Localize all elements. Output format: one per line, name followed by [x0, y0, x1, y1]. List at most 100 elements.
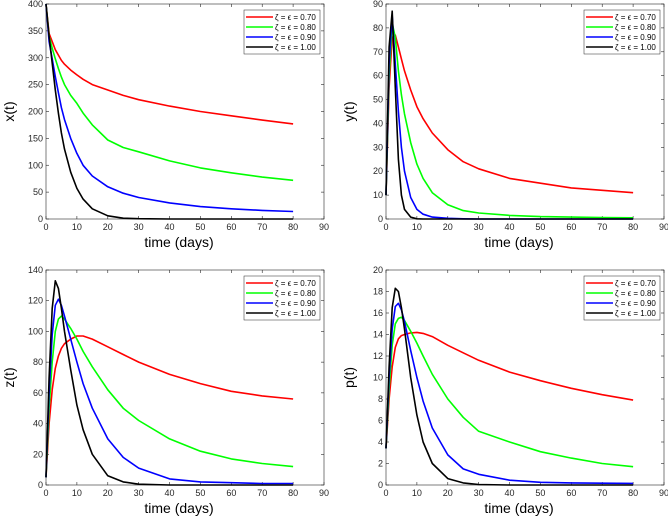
legend-label-3: ζ = ϵ = 1.00: [615, 309, 656, 318]
y-tick-label: 20: [373, 265, 383, 275]
y-tick-label: 150: [28, 133, 43, 143]
y-tick-label: 100: [28, 160, 43, 170]
legend-label-3: ζ = ϵ = 1.00: [275, 309, 316, 318]
legend-label-3: ζ = ϵ = 1.00: [275, 43, 316, 52]
subplot-y: 0 10 20 30 40 50 60 70 80 90 0 10 20 30 40 50 60 70 80 90 ti…: [341, 0, 668, 250]
series-line-1: [45, 3, 294, 182]
y-tick-label: 100: [28, 326, 43, 336]
x-axis-label: time (days): [484, 500, 553, 516]
y-tick-label: 400: [28, 0, 43, 9]
y-tick-label: 16: [373, 308, 383, 318]
x-tick-label: 30: [134, 488, 144, 498]
x-tick-label: 10: [72, 488, 82, 498]
x-tick-label: 50: [535, 222, 545, 232]
y-tick-label: 8: [378, 394, 383, 404]
x-tick-label: 20: [103, 222, 113, 232]
series-line-1: [45, 315, 294, 478]
y-tick-label: 120: [28, 296, 43, 306]
y-tick-label: 90: [373, 0, 383, 9]
legend-label-1: ζ = ϵ = 0.80: [615, 289, 656, 298]
x-tick-label: 70: [257, 488, 267, 498]
x-tick-label: 40: [165, 222, 175, 232]
y-tick-label: 12: [373, 351, 383, 361]
series-line-3: [45, 280, 294, 486]
y-axis-label: z(t): [1, 367, 17, 387]
y-tick-label: 0: [38, 214, 43, 224]
x-tick-label: 70: [597, 222, 607, 232]
x-tick-label: 90: [659, 488, 668, 498]
y-tick-label: 14: [373, 330, 383, 340]
series-line-1: [385, 316, 634, 468]
y-tick-label: 50: [373, 95, 383, 105]
y-tick-label: 60: [373, 71, 383, 81]
y-tick-label: 60: [33, 388, 43, 398]
y-tick-label: 40: [33, 419, 43, 429]
x-tick-label: 60: [566, 222, 576, 232]
x-tick-label: 30: [474, 488, 484, 498]
series-line-2: [45, 3, 294, 213]
x-tick-label: 50: [195, 222, 205, 232]
legend-label-1: ζ = ϵ = 0.80: [615, 23, 656, 32]
series-line-3: [45, 3, 294, 220]
legend-label-1: ζ = ϵ = 0.80: [275, 23, 316, 32]
series-line-0: [45, 3, 294, 125]
legend-label-2: ζ = ϵ = 0.90: [615, 299, 656, 308]
subplot-p: 0 10 20 30 40 50 60 70 80 90 0 2 4 6 8 10 12 14 16 18 20 time…: [341, 265, 668, 516]
x-axis-label: time (days): [484, 234, 553, 250]
legend-label-3: ζ = ϵ = 1.00: [615, 43, 656, 52]
y-tick-label: 20: [33, 449, 43, 459]
x-axis-label: time (days): [144, 500, 213, 516]
x-tick-label: 20: [443, 488, 453, 498]
x-tick-label: 80: [628, 488, 638, 498]
x-tick-label: 0: [383, 222, 388, 232]
x-tick-label: 40: [165, 488, 175, 498]
y-axis-label: y(t): [341, 101, 357, 121]
series-line-3: [385, 287, 634, 486]
y-tick-label: 250: [28, 80, 43, 90]
legend: ζ = ϵ = 0.70ζ = ϵ = 0.80ζ = ϵ = 0.90ζ = …: [583, 275, 661, 321]
series-line-2: [385, 302, 634, 485]
x-tick-label: 40: [505, 222, 515, 232]
legend: ζ = ϵ = 0.70ζ = ϵ = 0.80ζ = ϵ = 0.90ζ = …: [243, 275, 321, 321]
legend-label-2: ζ = ϵ = 0.90: [615, 33, 656, 42]
x-tick-label: 80: [288, 222, 298, 232]
legend-label-0: ζ = ϵ = 0.70: [615, 279, 656, 288]
y-tick-label: 50: [33, 187, 43, 197]
x-tick-label: 20: [103, 488, 113, 498]
y-tick-label: 80: [373, 23, 383, 33]
series-line-1: [385, 22, 634, 219]
x-tick-label: 30: [134, 222, 144, 232]
x-tick-label: 20: [443, 222, 453, 232]
x-tick-label: 60: [226, 222, 236, 232]
y-tick-label: 18: [373, 287, 383, 297]
y-tick-label: 40: [373, 118, 383, 128]
x-tick-label: 0: [43, 222, 48, 232]
y-tick-label: 10: [373, 190, 383, 200]
x-tick-label: 60: [226, 488, 236, 498]
y-tick-label: 80: [33, 357, 43, 367]
y-tick-label: 70: [373, 47, 383, 57]
y-tick-label: 0: [378, 480, 383, 490]
legend-label-2: ζ = ϵ = 0.90: [275, 299, 316, 308]
x-tick-label: 50: [535, 488, 545, 498]
y-tick-label: 200: [28, 107, 43, 117]
x-tick-label: 50: [195, 488, 205, 498]
x-tick-label: 90: [319, 222, 329, 232]
x-tick-label: 80: [628, 222, 638, 232]
legend-label-0: ζ = ϵ = 0.70: [275, 279, 316, 288]
y-tick-label: 4: [378, 437, 383, 447]
subplot-z: 0 10 20 30 40 50 60 70 80 90 0 20 40 60 80 100 120 140 tim…: [1, 265, 329, 516]
y-axis-label: x(t): [1, 101, 17, 121]
y-tick-label: 6: [378, 416, 383, 426]
x-tick-label: 0: [43, 488, 48, 498]
y-axis-label: p(t): [341, 367, 357, 388]
legend-label-2: ζ = ϵ = 0.90: [275, 33, 316, 42]
y-tick-label: 0: [378, 214, 383, 224]
y-tick-label: 20: [373, 166, 383, 176]
x-tick-label: 70: [597, 488, 607, 498]
series-line-3: [385, 10, 634, 220]
y-tick-label: 0: [38, 480, 43, 490]
legend-label-0: ζ = ϵ = 0.70: [615, 13, 656, 22]
series-line-0: [45, 335, 294, 478]
